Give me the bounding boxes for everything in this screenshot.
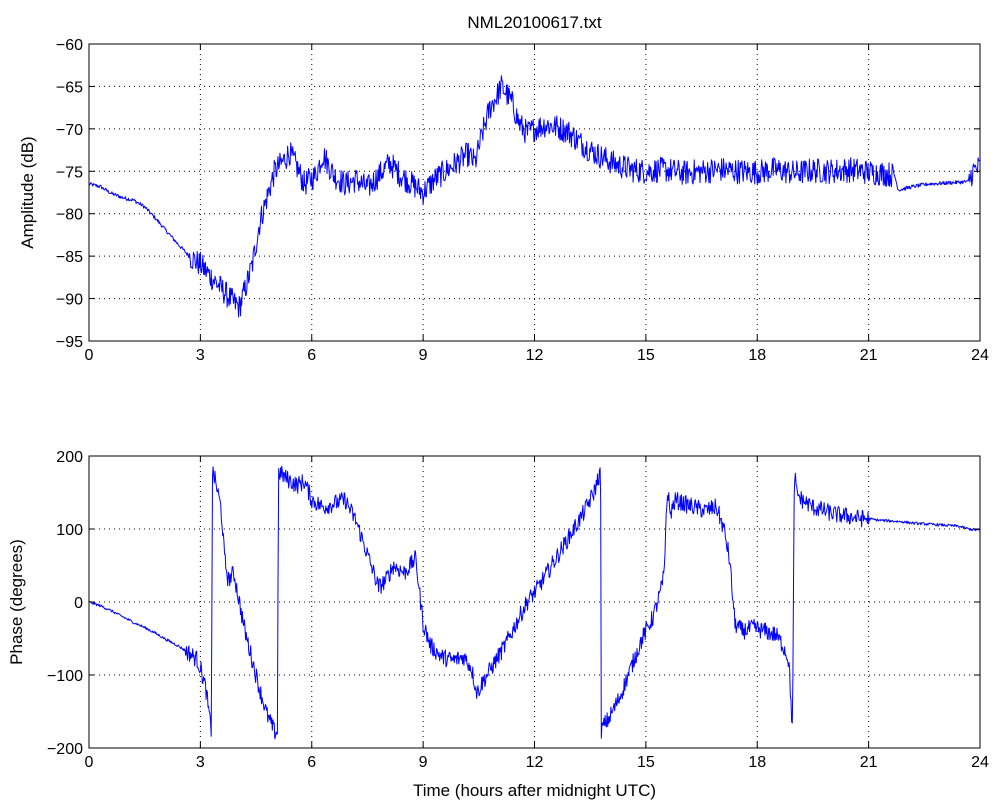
x-tick-label: 18 (748, 754, 766, 771)
x-tick-label: 3 (196, 754, 205, 771)
x-tick-label: 12 (526, 347, 544, 364)
axes-frame (88, 43, 981, 342)
y-tick-label: 0 (74, 595, 83, 612)
y-axis-label-phase: Phase (degrees) (7, 539, 26, 665)
y-axis-label-amplitude: Amplitude (dB) (18, 136, 37, 248)
y-tick-label: −95 (56, 334, 83, 351)
x-tick-label: 9 (419, 347, 428, 364)
chart-title: NML20100617.txt (467, 13, 601, 32)
x-tick-label: 18 (748, 347, 766, 364)
y-tick-label: −100 (47, 668, 83, 685)
x-tick-label: 24 (971, 754, 989, 771)
x-axis-label: Time (hours after midnight UTC) (413, 781, 656, 800)
amplitude-trace (88, 75, 981, 318)
y-tick-label: −75 (56, 164, 83, 181)
x-tick-label: 9 (419, 754, 428, 771)
x-tick-label: 6 (307, 347, 316, 364)
x-tick-label: 15 (637, 754, 655, 771)
y-tick-label: −70 (56, 122, 83, 139)
x-tick-label: 24 (971, 347, 989, 364)
x-tick-label: 15 (637, 347, 655, 364)
amplitude-panel: 0 3 6 9 12 15 18 21 24 −95 −90 −85 −80 −75 −70 −65 −60 (56, 37, 989, 364)
phase-panel: 0 3 6 9 12 15 18 21 24 −200 −100 0 100 200 (47, 449, 989, 771)
x-tick-label: 21 (860, 347, 878, 364)
y-tick-label: −90 (56, 292, 83, 309)
y-tick-label: −65 (56, 79, 83, 96)
y-tick-label: −80 (56, 207, 83, 224)
x-tick-label: 12 (526, 754, 544, 771)
y-tick-label: 100 (56, 522, 83, 539)
x-tick-label: 21 (860, 754, 878, 771)
x-tick-label: 0 (85, 347, 94, 364)
y-tick-label: −60 (56, 37, 83, 54)
y-tick-label: 200 (56, 449, 83, 466)
y-tick-label: −85 (56, 249, 83, 266)
x-tick-label: 6 (307, 754, 316, 771)
x-tick-label: 0 (85, 754, 94, 771)
y-tick-label: −200 (47, 741, 83, 758)
x-tick-label: 3 (196, 347, 205, 364)
phase-trace (88, 465, 981, 740)
